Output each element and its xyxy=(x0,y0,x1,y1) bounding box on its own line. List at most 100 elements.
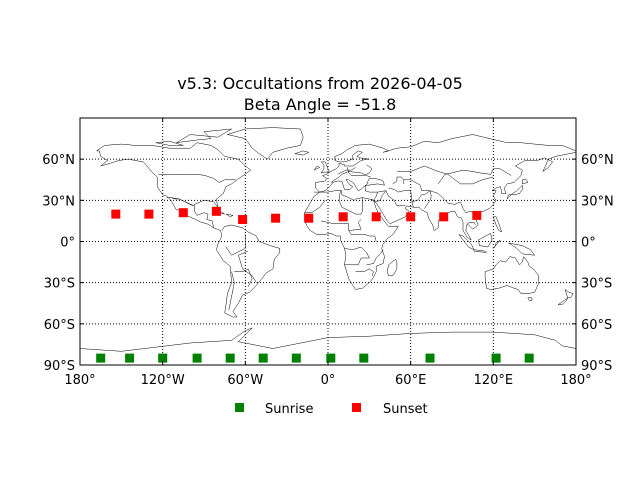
y-tick-label-right: 90°S xyxy=(581,359,612,374)
coastline-17 xyxy=(508,242,535,256)
coastline-36 xyxy=(338,190,363,215)
sunset-marker xyxy=(472,210,482,220)
coastline-30 xyxy=(225,234,246,256)
coastline-48 xyxy=(429,190,464,209)
legend: Sunrise Sunset xyxy=(235,402,428,417)
map-gridlines xyxy=(80,118,576,365)
coastline-9 xyxy=(557,297,568,305)
chart-title: v5.3: Occultations from 2026-04-05 Beta … xyxy=(0,73,640,115)
coastline-44 xyxy=(388,187,414,208)
sunset-marker xyxy=(271,213,281,223)
coastline-34 xyxy=(347,164,373,176)
y-tick-label-right: 0° xyxy=(581,236,596,251)
coastline-32 xyxy=(238,250,257,283)
y-tick-label-right: 60°S xyxy=(581,318,612,333)
sunrise-marker xyxy=(326,353,336,363)
coastline-15 xyxy=(477,233,493,248)
legend-sunrise-marker xyxy=(235,403,244,412)
y-tick-label-left: 60°N xyxy=(42,153,75,168)
coastline-11 xyxy=(506,184,523,200)
coastline-14 xyxy=(473,249,487,253)
title-line-1: v5.3: Occultations from 2026-04-05 xyxy=(177,74,463,93)
coastline-43 xyxy=(377,190,406,207)
sunset-marker xyxy=(439,212,449,222)
coastline-0 xyxy=(96,142,281,318)
sunset-marker xyxy=(338,212,348,222)
sunset-marker xyxy=(304,213,314,223)
coastline-41 xyxy=(366,249,384,266)
coastline-10 xyxy=(386,259,398,277)
x-tick-label: 180° xyxy=(64,373,95,388)
coastline-45 xyxy=(392,176,405,185)
coastline-42 xyxy=(355,268,374,276)
coastline-29 xyxy=(234,268,253,287)
sunrise-marker xyxy=(158,353,168,363)
sunset-marker xyxy=(371,212,381,222)
coastline-18 xyxy=(493,216,502,233)
coastline-13 xyxy=(458,234,475,250)
coastline-46 xyxy=(403,179,430,191)
x-tick-label: 180° xyxy=(560,373,591,388)
coastline-1 xyxy=(96,150,214,229)
coastline-21 xyxy=(294,150,309,156)
coastline-55 xyxy=(170,197,194,207)
y-tick-label-left: 60°S xyxy=(44,318,75,333)
sunrise-marker xyxy=(291,353,301,363)
sunrise-marker xyxy=(258,353,268,363)
y-tick-label-left: 30°S xyxy=(44,277,75,292)
sunset-marker xyxy=(178,208,188,218)
x-tick-label: 120°E xyxy=(474,373,514,388)
world-coastlines xyxy=(79,127,577,352)
coastline-6 xyxy=(484,256,540,294)
x-tick-label: 120°W xyxy=(141,373,185,388)
occultation-markers xyxy=(96,206,534,363)
x-tick-label: 0° xyxy=(321,373,336,388)
coastline-20 xyxy=(313,165,320,171)
sunrise-marker xyxy=(96,353,106,363)
coastline-5 xyxy=(304,190,399,290)
y-tick-label-left: 0° xyxy=(60,236,75,251)
x-tick-label: 60°E xyxy=(395,373,426,388)
y-tick-label-right: 30°N xyxy=(581,194,614,209)
coastline-8 xyxy=(564,289,574,299)
sunrise-marker xyxy=(491,353,501,363)
coastline-28 xyxy=(158,174,236,183)
x-tick-label: 60°W xyxy=(227,373,263,388)
coastline-3 xyxy=(314,134,577,193)
legend-sunset-label: Sunset xyxy=(383,402,428,417)
coastline-50 xyxy=(447,174,494,185)
sunrise-marker xyxy=(225,353,235,363)
sunset-marker xyxy=(144,209,154,219)
coastline-40 xyxy=(344,246,370,266)
y-tick-label-right: 60°N xyxy=(581,153,614,168)
coastline-53 xyxy=(467,222,476,226)
coastline-19 xyxy=(320,161,330,174)
sunset-marker xyxy=(238,215,248,224)
coastline-16 xyxy=(493,239,501,249)
coastline-31 xyxy=(228,271,235,311)
coastline-25 xyxy=(155,141,184,146)
sunrise-marker xyxy=(125,353,135,363)
sunset-marker xyxy=(211,206,221,216)
coastline-4 xyxy=(319,152,577,241)
sunrise-marker xyxy=(192,353,202,363)
coastline-47 xyxy=(411,190,432,209)
y-tick-label-left: 90°S xyxy=(44,359,75,374)
coastline-24 xyxy=(176,128,232,143)
coastline-23 xyxy=(225,213,234,218)
coastline-33 xyxy=(330,171,371,183)
sunset-marker xyxy=(406,212,416,222)
sunrise-marker xyxy=(425,353,435,363)
y-tick-label-right: 30°S xyxy=(581,277,612,292)
axis-ticks: 180° 120°W 60°W 0° 60°E 120°E 180° 60°N 60°N 30°N… xyxy=(42,118,614,388)
sunrise-marker xyxy=(359,353,369,363)
coastline-51 xyxy=(396,165,448,175)
legend-sunrise-label: Sunrise xyxy=(265,402,313,417)
coastline-7 xyxy=(527,297,533,301)
y-tick-label-left: 30°N xyxy=(42,194,75,209)
coastline-39 xyxy=(348,230,377,242)
legend-sunset-marker xyxy=(352,403,361,412)
coastline-35 xyxy=(337,167,356,175)
coastline-2 xyxy=(227,127,304,160)
